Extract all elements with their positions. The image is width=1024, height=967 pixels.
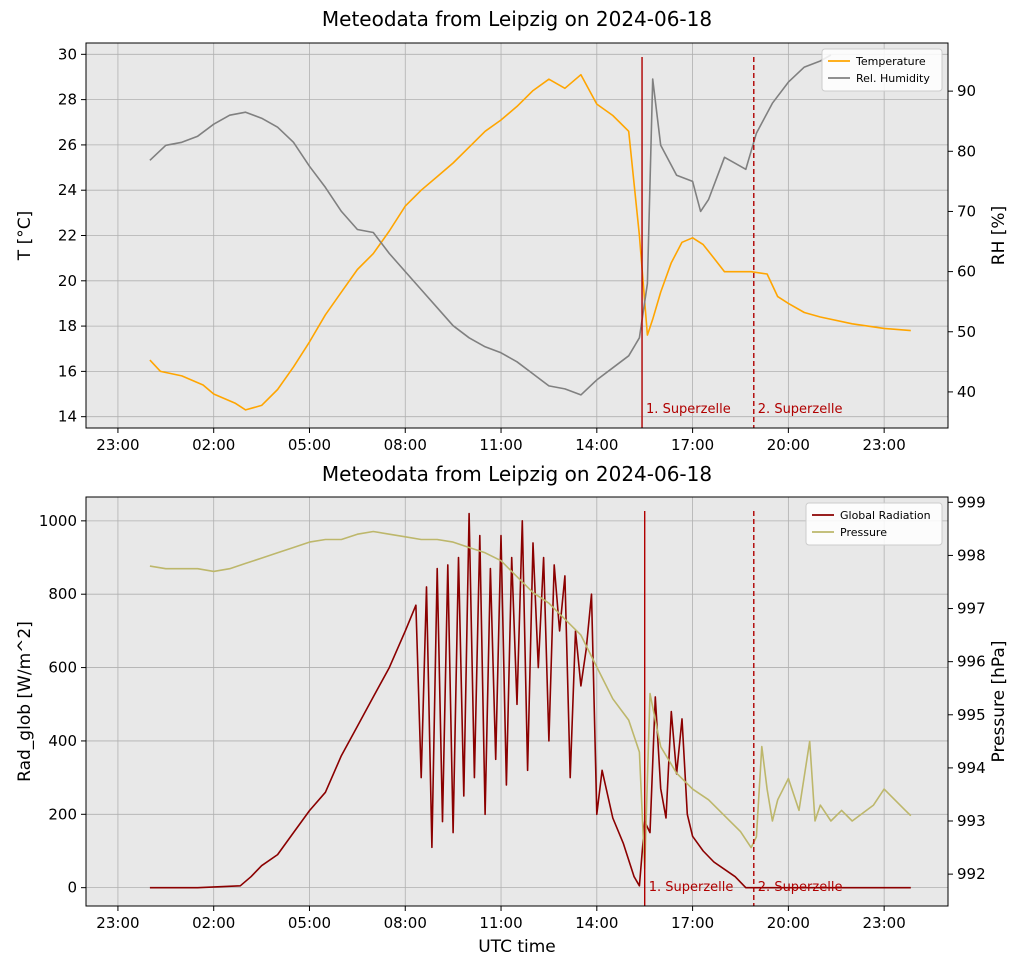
- temperature-humidity-panel: 23:00 02:00 05:00 08:00 11:00 14:00 17:00 20:00…: [15, 7, 1009, 454]
- y2-tick-label: 999: [957, 493, 986, 511]
- x-tick-label: 23:00: [96, 914, 139, 932]
- x-tick-label: 17:00: [671, 914, 714, 932]
- x-tick-label: 08:00: [384, 436, 427, 454]
- plot-frame: [85, 496, 949, 907]
- y2-tick-label: 996: [957, 653, 986, 671]
- y2-tick-label: 90: [957, 82, 976, 100]
- y-tick-label: 20: [58, 272, 77, 290]
- series-line-rel-humidity: [149, 54, 832, 396]
- x-tick-label: 05:00: [288, 436, 331, 454]
- y2-tick-label: 80: [957, 142, 976, 160]
- plot-frame: [85, 42, 949, 429]
- y-tick-label: 14: [58, 408, 77, 426]
- y2-tick-label: 60: [957, 263, 976, 281]
- x-tick-label: 17:00: [671, 436, 714, 454]
- superzelle-label: 2. Superzelle: [758, 880, 843, 895]
- y2-tick-label: 994: [957, 759, 986, 777]
- x-tick-label: 23:00: [863, 436, 906, 454]
- x-tick-label: 14:00: [575, 914, 618, 932]
- legend: Temperature Rel. Humidity: [821, 48, 943, 92]
- y2-tick-label: 992: [957, 865, 986, 883]
- y-tick-label: 28: [58, 91, 77, 109]
- x-tick-label: 11:00: [479, 914, 522, 932]
- y2-tick-label: 70: [957, 202, 976, 220]
- y-tick-label: 26: [58, 136, 77, 154]
- legend: Global Radiation Pressure: [805, 502, 943, 546]
- x-tick-label: 23:00: [863, 914, 906, 932]
- legend-label: Global Radiation: [840, 509, 931, 522]
- y-tick-label: 200: [48, 805, 77, 823]
- chart-title: Meteodata from Leipzig on 2024-06-18: [322, 462, 712, 486]
- y2-tick-label: 50: [957, 323, 976, 341]
- y-tick-label: 16: [58, 362, 77, 380]
- y2-axis-label: RH [%]: [989, 206, 1009, 265]
- x-tick-label: 14:00: [575, 436, 618, 454]
- superzelle-label: 1. Superzelle: [649, 880, 734, 895]
- y2-tick-label: 998: [957, 546, 986, 564]
- y-tick-label: 22: [58, 227, 77, 245]
- legend-label: Rel. Humidity: [856, 72, 930, 85]
- y2-axis-label: Pressure [hPa]: [989, 641, 1009, 763]
- legend-label: Temperature: [855, 55, 926, 68]
- legend-label: Pressure: [840, 526, 887, 539]
- y-tick-label: 24: [58, 181, 77, 199]
- superzelle-label: 2. Superzelle: [758, 402, 843, 417]
- x-tick-label: 02:00: [192, 914, 235, 932]
- x-tick-label: 20:00: [767, 914, 810, 932]
- x-axis-label: UTC time: [478, 937, 556, 957]
- y-tick-label: 0: [67, 879, 77, 897]
- y-tick-label: 600: [48, 659, 77, 677]
- y-axis-label: T [°C]: [15, 211, 35, 261]
- y-axis-label: Rad_glob [W/m^2]: [15, 621, 35, 782]
- x-tick-label: 20:00: [767, 436, 810, 454]
- y2-tick-label: 993: [957, 812, 986, 830]
- x-tick-label: 08:00: [384, 914, 427, 932]
- y-tick-label: 1000: [39, 512, 77, 530]
- y2-tick-label: 995: [957, 706, 986, 724]
- x-tick-label: 23:00: [96, 436, 139, 454]
- legend-box: [805, 502, 943, 546]
- series-line-pressure: [149, 530, 912, 870]
- legend-box: [821, 48, 943, 92]
- x-tick-label: 05:00: [288, 914, 331, 932]
- series-line-temperature: [149, 73, 911, 411]
- x-tick-label: 02:00: [192, 436, 235, 454]
- chart-title: Meteodata from Leipzig on 2024-06-18: [322, 7, 712, 31]
- radiation-pressure-panel: 23:00 02:00 05:00 08:00 11:00 14:00 17:00 20:00…: [15, 462, 1009, 957]
- superzelle-label: 1. Superzelle: [646, 402, 731, 417]
- y-tick-label: 400: [48, 732, 77, 750]
- x-tick-label: 11:00: [479, 436, 522, 454]
- y-tick-label: 800: [48, 585, 77, 603]
- y2-tick-label: 997: [957, 600, 986, 618]
- y-tick-label: 18: [58, 317, 77, 335]
- y-tick-label: 30: [58, 45, 77, 63]
- y2-tick-label: 40: [957, 383, 976, 401]
